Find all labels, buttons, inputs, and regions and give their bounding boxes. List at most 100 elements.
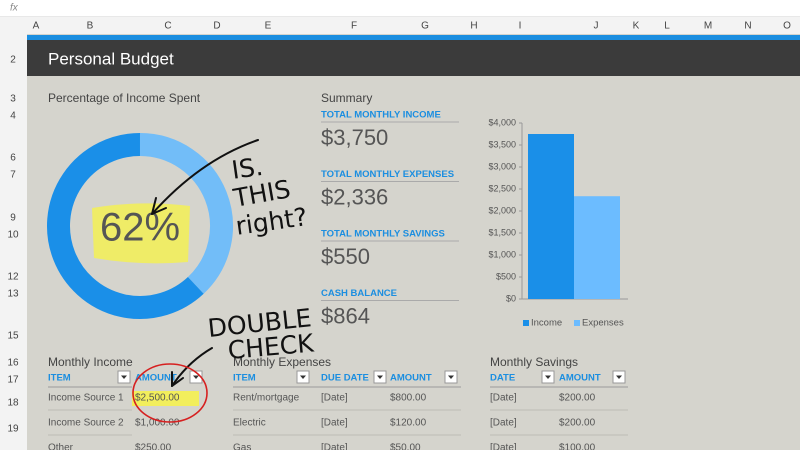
- cell: $1,000.00: [135, 418, 180, 429]
- cell: [Date]: [321, 443, 348, 450]
- ink: [132, 139, 259, 423]
- donut-label: 62%: [100, 206, 180, 250]
- column-label: AMOUNT: [390, 373, 432, 384]
- y-tick-label: $2,500: [488, 183, 516, 193]
- column-header: O: [783, 21, 791, 32]
- title-stripe: [27, 35, 800, 40]
- column-header: J: [594, 21, 599, 32]
- cell: $800.00: [390, 393, 427, 404]
- cell: $250.00: [135, 443, 172, 450]
- sheet-title: Personal Budget: [48, 49, 174, 68]
- bar: [528, 134, 574, 299]
- row-header: 16: [7, 358, 19, 369]
- dropdown-arrow: [616, 375, 622, 379]
- legend-swatch: [523, 320, 529, 326]
- cell: Rent/mortgage: [233, 393, 300, 404]
- donut-title: Percentage of Income Spent: [48, 91, 201, 105]
- cell: [Date]: [321, 418, 348, 429]
- y-tick-label: $2,000: [488, 205, 516, 215]
- arrowhead: [151, 197, 167, 215]
- column-header: K: [633, 21, 640, 32]
- cell: $100.00: [559, 443, 596, 450]
- column-header: H: [470, 21, 477, 32]
- filter-dropdown[interactable]: [373, 370, 387, 384]
- y-tick-label: $1,500: [488, 227, 516, 237]
- column-header: L: [664, 21, 670, 32]
- row-header: 3: [10, 94, 16, 105]
- donut-spent: [47, 133, 204, 319]
- dropdown-arrow: [300, 375, 306, 379]
- bar: [574, 196, 620, 299]
- row-header: 4: [10, 111, 16, 122]
- summary-value: $3,750: [321, 125, 388, 150]
- filter-dropdown[interactable]: [444, 370, 458, 384]
- y-tick-label: $4,000: [488, 117, 516, 127]
- arrowhead: [171, 371, 184, 387]
- filter-dropdown[interactable]: [296, 370, 310, 384]
- red-circle: [132, 363, 208, 423]
- row-header: 15: [7, 331, 19, 342]
- column-header: N: [744, 21, 751, 32]
- table-title: Monthly Expenses: [233, 355, 331, 369]
- dropdown-arrow: [377, 375, 383, 379]
- dropdown-arrow: [121, 375, 127, 379]
- highlight: [132, 391, 199, 406]
- row-header: 2: [10, 55, 16, 66]
- column-header: B: [87, 21, 94, 32]
- row-header: 13: [7, 289, 19, 300]
- dropdown-arrow: [545, 375, 551, 379]
- row-header: 17: [7, 375, 19, 386]
- column-label: AMOUNT: [559, 373, 601, 384]
- legend-label: Income: [531, 318, 562, 329]
- filter-dropdown[interactable]: [117, 370, 131, 384]
- summary-label: TOTAL MONTHLY SAVINGS: [321, 229, 445, 240]
- title-band: [27, 40, 800, 76]
- column-header: D: [213, 21, 220, 32]
- y-tick-label: $3,000: [488, 161, 516, 171]
- donut-rest: [139, 133, 233, 294]
- legend-label: Expenses: [582, 318, 624, 329]
- column-header: C: [164, 21, 171, 32]
- table-title: Monthly Savings: [490, 355, 578, 369]
- row-header-bar: [0, 17, 27, 450]
- cell: [Date]: [490, 393, 517, 404]
- cell: Gas: [233, 443, 251, 450]
- column-label: ITEM: [233, 373, 256, 384]
- cell: $200.00: [559, 393, 596, 404]
- column-header: F: [351, 21, 357, 32]
- column-label: DUE DATE: [321, 373, 369, 384]
- formula-bar[interactable]: [0, 0, 800, 17]
- table-title: Monthly Income: [48, 355, 133, 369]
- row-header: 7: [10, 170, 16, 181]
- cell: Income Source 2: [48, 418, 124, 429]
- row-header: 18: [7, 398, 19, 409]
- highlight: [92, 203, 190, 264]
- y-tick-label: $500: [496, 271, 516, 281]
- column-header: M: [704, 21, 712, 32]
- cell: $120.00: [390, 418, 427, 429]
- filter-dropdown[interactable]: [541, 370, 555, 384]
- arrow: [151, 139, 259, 215]
- column-header: I: [519, 21, 522, 32]
- y-tick-label: $0: [506, 293, 516, 303]
- cell: [Date]: [490, 418, 517, 429]
- cell: Electric: [233, 418, 266, 429]
- highlights: [92, 203, 199, 406]
- handwriting: IS.: [230, 152, 265, 185]
- row-header: 12: [7, 272, 19, 283]
- cell: [Date]: [490, 443, 517, 450]
- column-label: ITEM: [48, 373, 71, 384]
- summary-label: TOTAL MONTHLY EXPENSES: [321, 169, 454, 180]
- cell: $50.00: [390, 443, 421, 450]
- y-tick-label: $3,500: [488, 139, 516, 149]
- row-header: 9: [10, 213, 16, 224]
- column-header: A: [33, 21, 40, 32]
- dropdown-arrow: [448, 375, 454, 379]
- cell: $2,500.00: [135, 393, 180, 404]
- summary-title: Summary: [321, 91, 372, 105]
- row-header: 19: [7, 424, 19, 435]
- filter-dropdown[interactable]: [612, 370, 626, 384]
- cell: Income Source 1: [48, 393, 124, 404]
- summary-label: CASH BALANCE: [321, 288, 397, 299]
